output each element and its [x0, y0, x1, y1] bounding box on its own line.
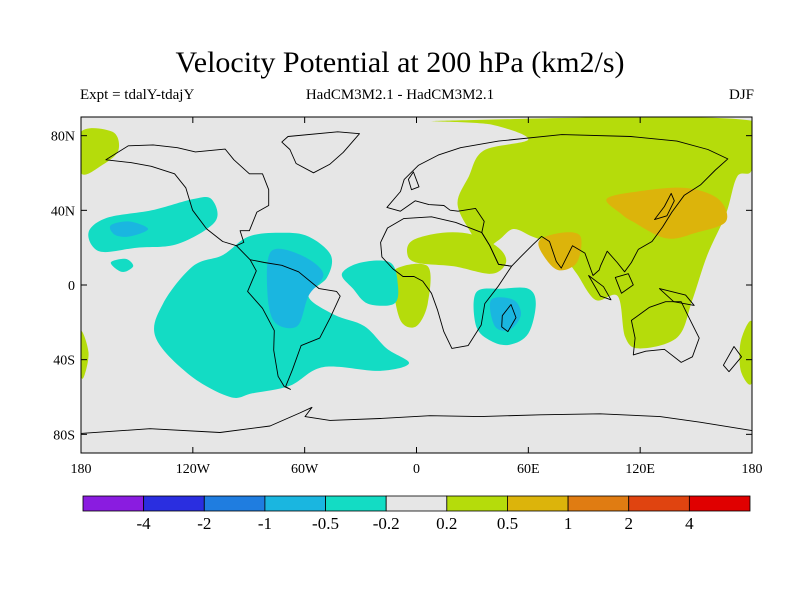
colorbar-label-3: -0.5 [312, 514, 339, 533]
contour-region-13 [109, 221, 149, 237]
colorbar-label-0: -4 [137, 514, 152, 533]
season-label: DJF [728, 87, 754, 103]
coast-borneo [614, 273, 634, 294]
colorbar-swatch-2 [203, 495, 266, 512]
colorbar-swatch-0 [82, 495, 145, 512]
colorbar-swatch-9 [628, 495, 690, 512]
coastlines [81, 131, 752, 434]
colorbar-label-4: -0.2 [373, 514, 400, 533]
colorbar-label-2: -1 [258, 514, 272, 533]
y-tick-label-1: 40N [51, 204, 75, 219]
chart-title: Velocity Potential at 200 hPa (km2/s) [175, 46, 625, 79]
contour-region-5 [739, 320, 752, 385]
colorbar-swatch-6 [446, 495, 508, 512]
models-label: HadCM3M2.1 - HadCM3M2.1 [305, 87, 495, 103]
y-tick-label-2: 0 [68, 279, 75, 294]
coast-africa [380, 216, 513, 349]
x-tick-label-0: 180 [71, 462, 92, 477]
coast-britain [407, 171, 420, 191]
contour-region-4 [81, 331, 89, 379]
colorbar-label-8: 2 [624, 514, 633, 533]
x-tick-label-3: 0 [413, 462, 420, 477]
colorbar: -4 -2 -1 -0.5 -0.2 0.2 0.5 1 2 4 [82, 495, 751, 533]
coast-greenland [281, 131, 360, 174]
coast-new-guinea [658, 288, 695, 306]
colorbar-swatch-5 [385, 495, 448, 512]
coast-new-zealand [722, 346, 742, 373]
colorbar-swatch-10 [688, 495, 751, 512]
contour-regions [81, 117, 752, 398]
contour-region-14 [266, 248, 324, 329]
colorbar-label-1: -2 [197, 514, 211, 533]
contour-region-6 [606, 187, 728, 239]
coast-australia [630, 301, 700, 363]
contour-region-1 [431, 117, 752, 349]
x-tick-label-1: 120W [176, 462, 211, 477]
colorbar-swatch-4 [325, 495, 387, 512]
colorbar-swatch-7 [507, 495, 569, 512]
contour-region-8 [88, 196, 218, 253]
colorbar-label-5: 0.2 [436, 514, 457, 533]
coast-north-america [105, 144, 270, 247]
colorbar-swatch-8 [567, 495, 630, 512]
colorbar-label-7: 1 [564, 514, 573, 533]
coast-madagascar [501, 304, 517, 333]
colorbar-swatch-1 [143, 495, 205, 512]
map-axes: 180 120W 60W 0 60E 120E 180 80N 40N 0 40S 80S [51, 117, 763, 477]
colorbar-label-6: 0.5 [497, 514, 518, 533]
contour-region-0 [81, 128, 120, 175]
x-tick-label-5: 120E [625, 462, 655, 477]
coast-eurasia [386, 134, 729, 276]
coast-south-america [236, 245, 341, 390]
contour-region-2 [406, 232, 507, 274]
coast-sumatra [588, 275, 612, 301]
x-tick-label-6: 180 [742, 462, 763, 477]
contour-region-10 [341, 260, 399, 306]
coast-antarctica [81, 406, 752, 434]
y-tick-label-0: 80N [51, 130, 75, 145]
x-tick-label-4: 60E [517, 462, 540, 477]
experiment-label: Expt = tdalY-tdajY [80, 87, 195, 103]
coast-japan [654, 192, 675, 221]
contour-region-12 [110, 258, 134, 272]
y-tick-label-4: 80S [53, 428, 75, 443]
colorbar-swatch-3 [264, 495, 326, 512]
y-tick-label-3: 40S [53, 354, 75, 369]
colorbar-label-9: 4 [685, 514, 694, 533]
x-tick-label-2: 60W [291, 462, 319, 477]
contour-region-7 [538, 232, 582, 271]
